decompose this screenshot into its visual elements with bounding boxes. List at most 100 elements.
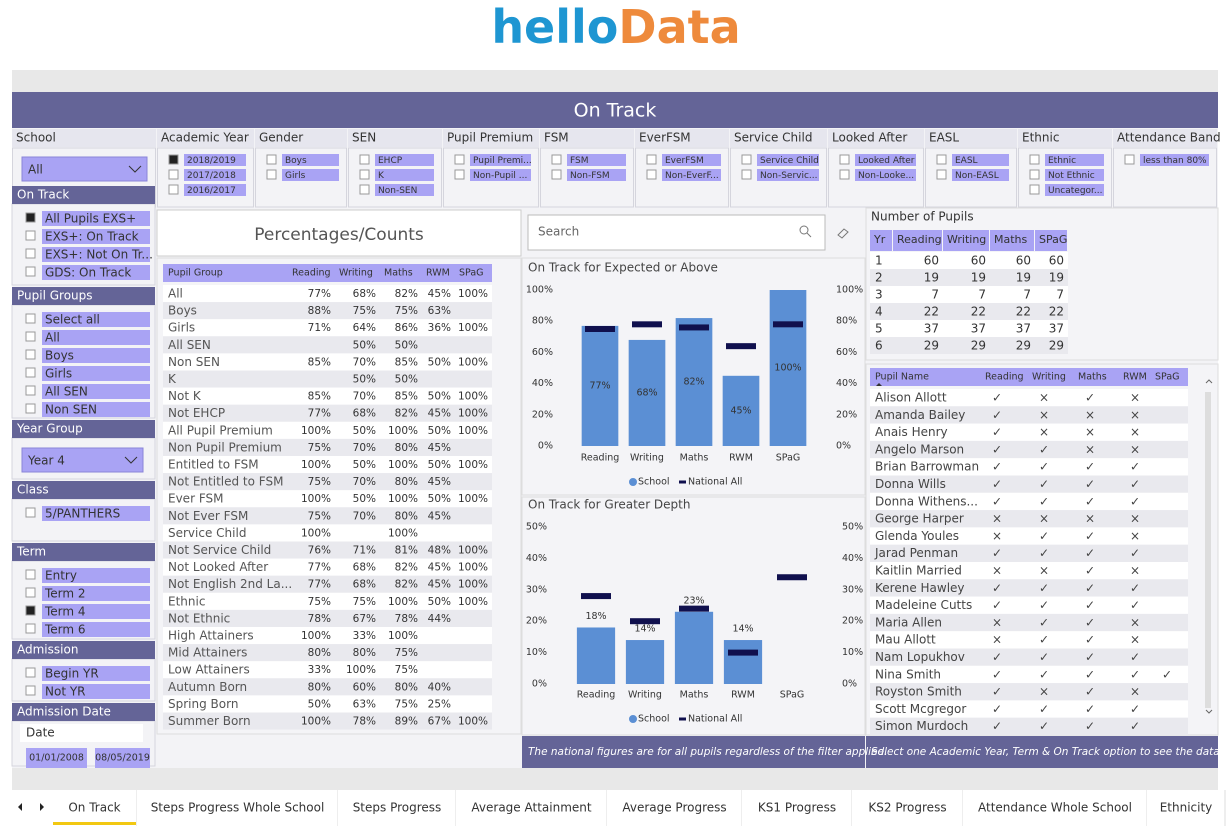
filter-item[interactable]: Begin YR <box>45 667 99 681</box>
checkbox[interactable] <box>25 248 36 259</box>
checkbox[interactable] <box>741 154 752 165</box>
checkbox[interactable] <box>359 169 370 180</box>
filter-item[interactable]: Term 2 <box>44 587 86 601</box>
filter-item-bg[interactable] <box>470 169 531 181</box>
filter-item-bg[interactable] <box>1045 154 1104 166</box>
dropdown[interactable] <box>21 447 144 473</box>
dropdown-value[interactable]: Year 4 <box>27 454 65 468</box>
filter-item-bg[interactable] <box>42 568 150 583</box>
filter-item-bg[interactable] <box>42 586 150 601</box>
filter-item-bg[interactable] <box>42 229 150 244</box>
filter-item-bg[interactable] <box>470 154 531 166</box>
filter-item-bg[interactable] <box>42 366 150 381</box>
tab-label[interactable]: Steps Progress Whole School <box>151 801 325 815</box>
checkbox[interactable] <box>454 154 465 165</box>
filter-item[interactable]: Non-EASL <box>955 171 999 181</box>
filter-item-bg[interactable] <box>42 506 150 521</box>
checkbox[interactable] <box>936 154 947 165</box>
filter-item[interactable]: Select all <box>45 313 100 327</box>
filter-item[interactable]: All Pupils EXS+ <box>45 212 136 226</box>
filter-item-bg[interactable] <box>375 184 434 196</box>
tab-label[interactable]: Average Attainment <box>471 801 591 815</box>
search-placeholder[interactable]: Search <box>538 225 579 239</box>
checkbox[interactable] <box>551 169 562 180</box>
scroll-down[interactable] <box>1205 709 1213 714</box>
filter-item[interactable]: 2016/2017 <box>187 186 236 196</box>
filter-item[interactable]: Boys <box>45 349 74 363</box>
filter-item[interactable]: Non-Looke... <box>858 171 914 181</box>
filter-item-bg[interactable] <box>42 348 150 363</box>
filter-item[interactable]: Not Ethnic <box>1048 171 1095 181</box>
filter-item[interactable]: 5/PANTHERS <box>45 507 120 521</box>
date-value[interactable]: 08/05/2019 <box>95 753 150 764</box>
checkbox[interactable] <box>25 230 36 241</box>
tab-label[interactable]: Steps Progress <box>353 801 442 815</box>
filter-item-bg[interactable] <box>282 154 339 166</box>
checkbox[interactable] <box>741 169 752 180</box>
checkbox[interactable] <box>454 169 465 180</box>
filter-item[interactable]: Uncategor... <box>1048 186 1103 196</box>
tab-label[interactable]: On Track <box>68 801 120 815</box>
search-box[interactable] <box>527 214 826 251</box>
filter-item-bg[interactable] <box>42 330 150 345</box>
checkbox[interactable] <box>1029 169 1040 180</box>
checkbox[interactable] <box>25 349 36 360</box>
filter-item-bg[interactable] <box>1045 169 1104 181</box>
tab[interactable] <box>338 790 456 826</box>
checkbox[interactable] <box>646 154 657 165</box>
filter-item[interactable]: Non-EverF... <box>665 171 719 181</box>
checkbox[interactable] <box>266 154 277 165</box>
filter-item-bg[interactable] <box>757 169 819 181</box>
filter-item-bg[interactable] <box>952 154 1009 166</box>
tab-label[interactable]: Ethnicity <box>1160 801 1213 815</box>
filter-item-bg[interactable] <box>855 154 916 166</box>
filter-item[interactable]: GDS: On Track <box>45 266 131 280</box>
dropdown-value[interactable]: All <box>28 163 43 177</box>
filter-item[interactable]: Non-Servic... <box>760 171 818 181</box>
filter-item-bg[interactable] <box>42 622 150 637</box>
filter-item[interactable]: Non-SEN <box>378 186 417 196</box>
scroll-up[interactable] <box>1205 379 1213 384</box>
checkbox[interactable] <box>1124 154 1135 165</box>
checkbox[interactable] <box>25 331 36 342</box>
checkbox[interactable] <box>168 154 179 165</box>
filter-item[interactable]: Not YR <box>45 685 86 699</box>
eraser-icon[interactable] <box>837 228 849 239</box>
filter-item-bg[interactable] <box>662 154 721 166</box>
filter-item-bg[interactable] <box>42 684 150 699</box>
date-field[interactable] <box>20 724 143 742</box>
tab[interactable] <box>52 790 137 826</box>
filter-item[interactable]: Term 6 <box>44 623 86 637</box>
filter-item[interactable]: Entry <box>45 569 77 583</box>
filter-item[interactable]: 2018/2019 <box>187 156 236 166</box>
checkbox[interactable] <box>25 667 36 678</box>
checkbox[interactable] <box>359 154 370 165</box>
checkbox[interactable] <box>839 154 850 165</box>
checkbox[interactable] <box>25 685 36 696</box>
checkbox[interactable] <box>25 623 36 634</box>
filter-item-bg[interactable] <box>42 211 150 226</box>
tab-label[interactable]: KS2 Progress <box>868 801 946 815</box>
filter-item-bg[interactable] <box>42 402 150 417</box>
filter-item[interactable]: EXS+: On Track <box>45 230 139 244</box>
filter-item-bg[interactable] <box>375 154 434 166</box>
filter-item-bg[interactable] <box>855 169 916 181</box>
checkbox[interactable] <box>25 385 36 396</box>
checkbox[interactable] <box>25 212 36 223</box>
checkbox[interactable] <box>839 169 850 180</box>
checkbox[interactable] <box>25 367 36 378</box>
filter-item-bg[interactable] <box>42 312 150 327</box>
filter-item[interactable]: EHCP <box>378 156 403 166</box>
filter-item[interactable]: Girls <box>45 367 72 381</box>
date-value[interactable]: 01/01/2008 <box>29 753 84 764</box>
date-box[interactable] <box>26 748 87 768</box>
filter-item-bg[interactable] <box>42 265 150 280</box>
filter-item-bg[interactable] <box>184 154 246 166</box>
filter-item-bg[interactable] <box>282 169 339 181</box>
checkbox[interactable] <box>25 569 36 580</box>
filter-item-bg[interactable] <box>42 604 150 619</box>
checkbox[interactable] <box>551 154 562 165</box>
checkbox[interactable] <box>168 184 179 195</box>
filter-item[interactable]: FSM <box>570 156 589 166</box>
checkbox[interactable] <box>25 507 36 518</box>
